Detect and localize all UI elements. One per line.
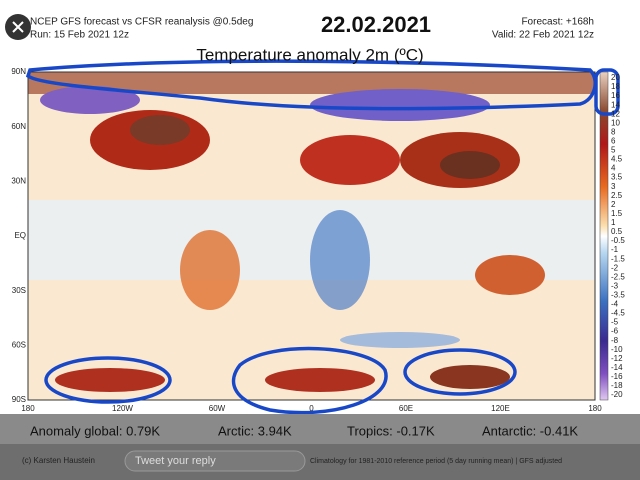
- colorbar: [599, 71, 609, 401]
- colorbar-label: 1.5: [611, 209, 623, 218]
- lat-label: 60N: [11, 122, 26, 131]
- colorbar-label: -2: [611, 263, 619, 272]
- reply-bar: [0, 444, 640, 480]
- lon-label: 60W: [209, 404, 226, 413]
- colorbar-label: 4: [611, 164, 616, 173]
- lat-label: 90S: [12, 395, 26, 404]
- stat: Arctic: 3.94K: [218, 423, 292, 438]
- colorbar-label: -1: [611, 245, 619, 254]
- colorbar-label: -0.5: [611, 236, 625, 245]
- colorbar-label: 2: [611, 200, 616, 209]
- colorbar-label: -8: [611, 336, 619, 345]
- colorbar-label: 1: [611, 218, 616, 227]
- colorbar-label: 20: [611, 73, 620, 82]
- run: Run: 15 Feb 2021 12z: [30, 30, 129, 41]
- colorbar-label: 6: [611, 137, 616, 146]
- colorbar-label: 14: [611, 100, 620, 109]
- map-frame: [27, 71, 596, 401]
- lon-label: 180: [588, 404, 602, 413]
- lat-label: 60S: [12, 340, 26, 349]
- colorbar-label: 5: [611, 146, 616, 155]
- lon-label: 120W: [112, 404, 133, 413]
- stat: Tropics: -0.17K: [347, 423, 435, 438]
- reply-placeholder: Tweet your reply: [135, 455, 216, 467]
- colorbar-label: -2.5: [611, 272, 625, 281]
- colorbar-label: -4.5: [611, 309, 625, 318]
- lat-label: 30N: [11, 176, 26, 185]
- credit: (c) Karsten Haustein: [22, 456, 95, 465]
- colorbar-label: 3: [611, 182, 616, 191]
- colorbar-label: -20: [611, 390, 623, 399]
- colorbar-label: -3.5: [611, 290, 625, 299]
- stat: Antarctic: -0.41K: [482, 423, 578, 438]
- colorbar-label: -18: [611, 381, 623, 390]
- lat-label: EQ: [14, 231, 26, 240]
- colorbar-label: 18: [611, 82, 620, 91]
- reply-input[interactable]: [124, 450, 306, 472]
- colorbar-label: 2.5: [611, 191, 623, 200]
- colorbar-label: 4.5: [611, 155, 623, 164]
- colorbar-label: -16: [611, 372, 623, 381]
- stat: Anomaly global: 0.79K: [30, 423, 160, 438]
- lon-label: 180: [21, 404, 35, 413]
- lon-label: 0: [309, 404, 314, 413]
- colorbar-label: 0.5: [611, 227, 623, 236]
- date: 22.02.2021: [321, 12, 431, 37]
- colorbar-label: 16: [611, 91, 620, 100]
- colorbar-label: -3: [611, 281, 619, 290]
- close-icon: [12, 21, 24, 33]
- colorbar-label: 12: [611, 109, 620, 118]
- colorbar-label: -12: [611, 354, 623, 363]
- map-title: Temperature anomaly 2m (ºC): [196, 45, 423, 64]
- colorbar-label: -6: [611, 327, 619, 336]
- lat-label: 90N: [11, 67, 26, 76]
- colorbar-label: -14: [611, 363, 623, 372]
- lon-label: 120E: [491, 404, 510, 413]
- climatology-note: Climatology for 1981-2010 reference peri…: [310, 458, 562, 465]
- colorbar-label: -1.5: [611, 254, 625, 263]
- colorbar-label: -4: [611, 300, 619, 309]
- lat-label: 30S: [12, 286, 26, 295]
- source: NCEP GFS forecast vs CFSR reanalysis @0.…: [30, 17, 253, 28]
- colorbar-label: 3.5: [611, 173, 623, 182]
- colorbar-label: -5: [611, 318, 619, 327]
- lon-label: 60E: [399, 404, 413, 413]
- colorbar-label: -10: [611, 345, 623, 354]
- annotations: [25, 59, 620, 415]
- colorbar-label: 8: [611, 127, 616, 136]
- forecast: Forecast: +168h: [521, 17, 594, 28]
- valid: Valid: 22 Feb 2021 12z: [492, 30, 594, 41]
- map: [28, 72, 595, 400]
- colorbar-label: 10: [611, 118, 620, 127]
